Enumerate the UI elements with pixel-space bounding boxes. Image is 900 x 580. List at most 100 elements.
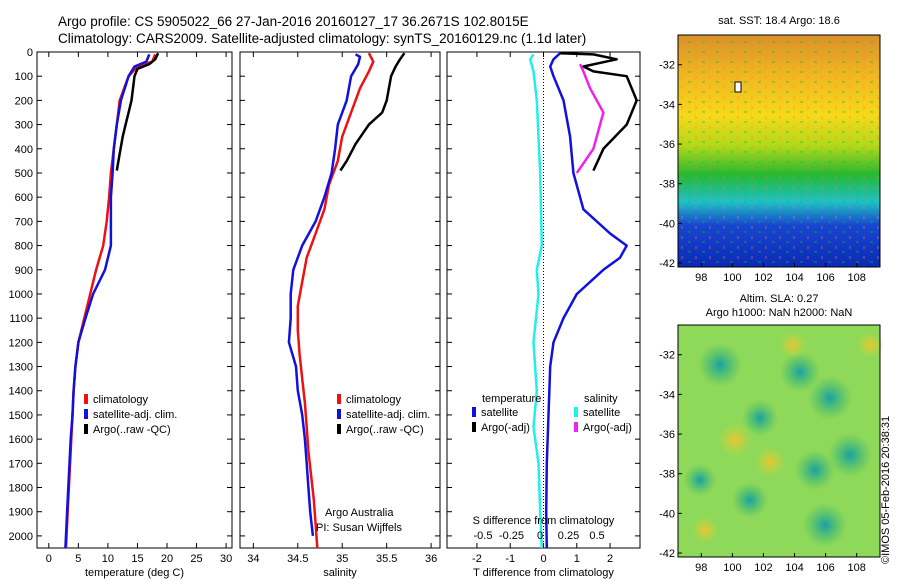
temp-legend-label: Argo(..raw -QC) <box>93 424 171 436</box>
series-line-salinity-satellite <box>528 53 544 549</box>
y-tick-label: 700 <box>15 216 33 228</box>
map-x-tick-label-sla-map: 106 <box>816 562 834 574</box>
x-tick-label-secondary: -0.5 <box>474 530 493 542</box>
x-tick-label-difference-profile: 0 <box>540 553 546 565</box>
map-y-tick-label-sst-map: -42 <box>659 258 675 270</box>
map-x-tick-label-sst-map: 102 <box>754 272 772 284</box>
annotation-line-1: Argo Australia <box>325 507 394 519</box>
sal-legend-swatch <box>337 424 341 434</box>
y-tick-label: 200 <box>15 95 33 107</box>
temp-legend-swatch <box>84 424 88 434</box>
series-line-temperature-argo-adj- <box>560 51 638 172</box>
x-tick-label-secondary: 0 <box>537 530 543 542</box>
map-y-tick-label-sst-map: -38 <box>659 179 675 191</box>
map-y-tick-label-sla-map: -38 <box>659 469 675 481</box>
x-tick-label-temperature-profile: 20 <box>161 553 173 565</box>
y-tick-label: 1100 <box>9 313 33 325</box>
x-tick-label-difference-profile: -2 <box>472 553 482 565</box>
map-x-tick-label-sst-map: 108 <box>848 272 866 284</box>
diff-legend-salinity-swatch <box>574 422 578 432</box>
plot-frame-temperature-profile <box>36 51 233 549</box>
sla-low-blob <box>828 433 872 477</box>
credit-stamp: ©IMOS 05-Feb-2016 20:38:31 <box>880 415 892 564</box>
sla-low-blob <box>732 482 768 518</box>
temp-legend-swatch <box>84 394 88 404</box>
map-x-tick-label-sla-map: 100 <box>723 562 741 574</box>
x-axis-label-temperature-profile: temperature (deg C) <box>85 567 184 579</box>
diff-legend-temperature-label: Argo(-adj) <box>481 422 530 434</box>
plot-frame-difference-profile <box>446 51 641 549</box>
map-x-tick-label-sst-map: 104 <box>785 272 803 284</box>
sal-legend-swatch <box>337 409 341 419</box>
y-tick-label: 1200 <box>9 337 33 349</box>
annotation-line-2: PI: Susan Wijffels <box>316 522 402 534</box>
y-tick-label: 1700 <box>9 458 33 470</box>
map-y-tick-label-sst-map: -32 <box>659 60 675 72</box>
header-line-2: Climatology: CARS2009. Satellite-adjuste… <box>58 31 587 46</box>
sla-map-subtitle: Argo h1000: NaN h2000: NaN <box>706 307 853 319</box>
x-tick-label-secondary: -0.25 <box>499 530 524 542</box>
map-frame-sla-map <box>677 324 881 558</box>
y-tick-label: 1000 <box>9 289 33 301</box>
y-tick-label: 1900 <box>9 507 33 519</box>
x-tick-label-temperature-profile: 25 <box>190 553 202 565</box>
sla-high-blob <box>856 331 884 359</box>
sla-high-blob <box>779 331 807 359</box>
x-tick-label-secondary: 0.5 <box>589 530 604 542</box>
y-tick-label: 500 <box>15 168 33 180</box>
map-y-tick-label-sla-map: -40 <box>659 508 675 520</box>
x-axis-label-secondary: S difference from climatology <box>473 515 615 527</box>
x-axis-label-salinity-profile: salinity <box>323 567 357 579</box>
sla-low-blob <box>698 343 742 387</box>
x-tick-label-salinity-profile: 34 <box>247 553 259 565</box>
sla-high-blob <box>754 446 786 478</box>
diff-legend-temperature-swatch <box>472 407 476 417</box>
series-line-climatology <box>296 52 375 549</box>
sla-low-blob <box>808 376 852 420</box>
map-x-tick-label-sla-map: 108 <box>848 562 866 574</box>
sla-map-title: Altim. SLA: 0.27 <box>740 293 819 305</box>
map-y-tick-label-sst-map: -34 <box>659 99 675 111</box>
map-x-tick-label-sla-map: 98 <box>695 562 707 574</box>
x-tick-label-temperature-profile: 15 <box>131 553 143 565</box>
y-tick-label: 0 <box>27 47 33 59</box>
x-tick-label-salinity-profile: 35.5 <box>376 553 397 565</box>
sal-legend-label: climatology <box>346 394 402 406</box>
series-line-satellite-adj-clim- <box>64 53 151 549</box>
x-tick-label-temperature-profile: 0 <box>46 553 52 565</box>
map-frame-sst-map <box>677 34 881 268</box>
y-tick-label: 1500 <box>9 410 33 422</box>
y-tick-label: 2000 <box>9 531 33 543</box>
map-x-tick-label-sla-map: 102 <box>754 562 772 574</box>
diff-legend-salinity-label: satellite <box>583 407 620 419</box>
x-tick-label-salinity-profile: 34.5 <box>287 553 308 565</box>
argo-float-marker <box>734 81 742 93</box>
diff-legend-temperature-swatch <box>472 422 476 432</box>
sst-texture <box>678 35 880 267</box>
y-tick-label: 1800 <box>9 483 33 495</box>
sal-legend-label: Argo(..raw -QC) <box>346 424 424 436</box>
y-tick-label: 300 <box>15 120 33 132</box>
map-y-tick-label-sst-map: -36 <box>659 139 675 151</box>
x-tick-label-difference-profile: 2 <box>607 553 613 565</box>
sla-low-blob <box>795 450 835 490</box>
sla-low-blob <box>684 464 716 496</box>
series-line-satellite-adj-clim- <box>287 53 362 537</box>
temp-legend-swatch <box>84 409 88 419</box>
map-y-tick-label-sla-map: -34 <box>659 389 675 401</box>
sla-high-blob <box>691 516 719 544</box>
series-line-temperature-satellite <box>544 52 628 549</box>
y-tick-label: 1600 <box>9 434 33 446</box>
y-tick-label: 900 <box>15 265 33 277</box>
series-line-climatology <box>64 53 157 549</box>
x-tick-label-temperature-profile: 10 <box>102 553 114 565</box>
series-line-salinity-argo-adj- <box>575 63 605 174</box>
sla-high-blob <box>717 422 753 458</box>
sla-low-blob <box>780 352 820 392</box>
map-y-tick-label-sla-map: -42 <box>659 548 675 560</box>
y-tick-label: 800 <box>15 241 33 253</box>
map-x-tick-label-sst-map: 98 <box>695 272 707 284</box>
diff-legend-salinity-swatch <box>574 407 578 417</box>
x-tick-label-salinity-profile: 35 <box>336 553 348 565</box>
